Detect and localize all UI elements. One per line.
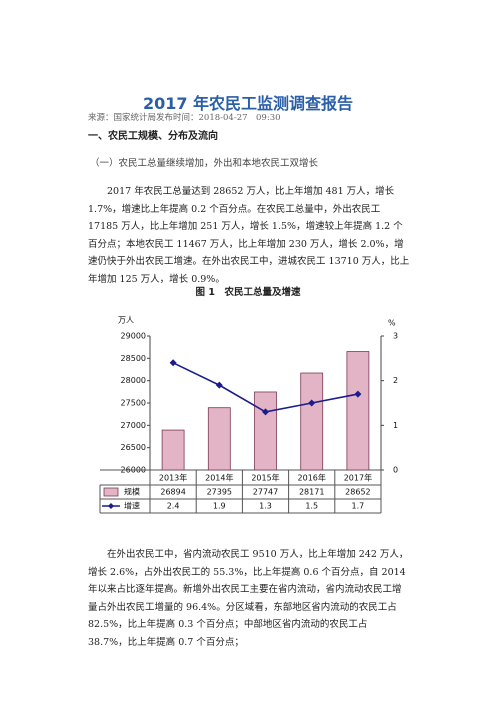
- y-tick-label: 29000: [121, 332, 146, 341]
- x-tick-label: 2014年: [205, 473, 233, 483]
- bar: [207, 407, 231, 471]
- y-tick-label: 26500: [121, 443, 146, 452]
- y-axis-label: 万人: [118, 316, 134, 325]
- y-tick-label: 28000: [121, 376, 146, 385]
- table-value: 28171: [299, 488, 324, 497]
- table-value: 2.4: [167, 502, 180, 511]
- line-marker: [262, 408, 269, 416]
- y2-tick-label: 1: [393, 421, 398, 430]
- legend-label: 增速: [124, 501, 140, 511]
- doc-title: 2017 年农民工监测调查报告: [142, 94, 354, 113]
- x-tick-label: 2015年: [251, 473, 279, 483]
- legend-label: 规模: [124, 487, 140, 497]
- line-marker: [354, 390, 362, 398]
- table-value: 1.9: [213, 502, 226, 511]
- table-value: 1.7: [352, 502, 365, 511]
- y-tick-label: 27000: [121, 421, 146, 430]
- line-marker: [169, 359, 177, 367]
- bar: [254, 391, 277, 471]
- line-marker: [308, 399, 316, 407]
- source-line: 来源：国家统计局发布时间：2018-04-27 09:30: [88, 113, 281, 123]
- y2-axis-label: %: [388, 319, 396, 328]
- x-tick-label: 2017年: [344, 473, 372, 483]
- y2-tick-label: 3: [393, 332, 398, 341]
- x-tick-label: 2013年: [159, 473, 187, 483]
- line-marker: [215, 381, 223, 389]
- y2-tick-label: 0: [393, 466, 398, 475]
- table-value: 27395: [207, 488, 232, 497]
- paragraph: 2017 年农民工总量达到 28652 万人，比上年增加 481 万人，增长 1…: [88, 186, 410, 285]
- table-value: 1.3: [259, 502, 272, 511]
- bar: [161, 429, 185, 471]
- subheading: （一）农民工总量继续增加，外出和本地农民工双增长: [90, 158, 319, 169]
- legend-marker: [108, 503, 114, 509]
- paragraph: 在外出农民工中，省内流动农民工 9510 万人，比上年增加 242 万人，增长 …: [88, 549, 409, 648]
- y2-tick-label: 2: [393, 376, 398, 385]
- bar: [346, 351, 370, 471]
- bar: [300, 372, 324, 471]
- section-heading: 一、农民工规模、分布及流向: [88, 131, 218, 142]
- y-tick-label: 28500: [121, 354, 146, 363]
- chart-title: 图 1 农民工总量及增速: [195, 287, 301, 298]
- table-value: 1.5: [305, 502, 318, 511]
- table-value: 28652: [345, 488, 370, 497]
- legend-swatch: [103, 487, 119, 497]
- x-tick-label: 2016年: [298, 473, 326, 483]
- table-value: 27747: [253, 488, 278, 497]
- y-tick-label: 27500: [121, 399, 146, 408]
- table-value: 26894: [160, 488, 185, 497]
